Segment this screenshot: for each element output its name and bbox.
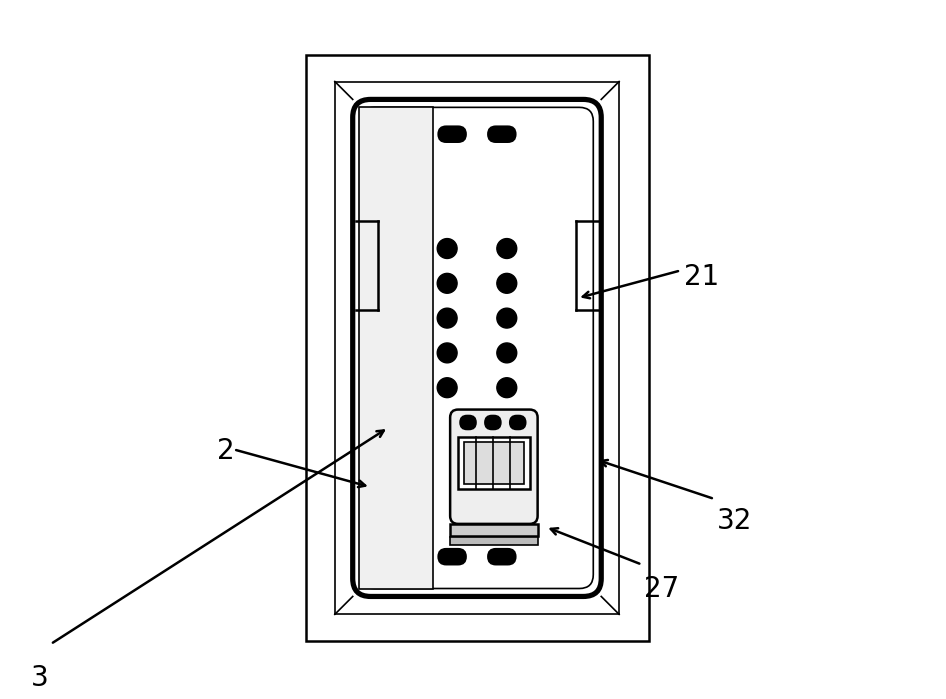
Circle shape bbox=[437, 308, 457, 328]
FancyBboxPatch shape bbox=[450, 410, 537, 524]
Circle shape bbox=[497, 308, 517, 328]
Circle shape bbox=[437, 238, 457, 259]
Bar bbox=[306, 55, 649, 641]
Text: 21: 21 bbox=[684, 264, 719, 291]
Text: 32: 32 bbox=[716, 507, 752, 535]
Circle shape bbox=[497, 273, 517, 294]
Bar bbox=[359, 108, 433, 589]
Circle shape bbox=[497, 238, 517, 259]
Circle shape bbox=[497, 377, 517, 398]
FancyBboxPatch shape bbox=[353, 99, 602, 596]
FancyBboxPatch shape bbox=[460, 415, 476, 429]
Circle shape bbox=[437, 377, 457, 398]
FancyBboxPatch shape bbox=[360, 108, 593, 589]
Text: 2: 2 bbox=[217, 438, 235, 466]
Bar bbox=[450, 524, 537, 536]
FancyBboxPatch shape bbox=[485, 415, 500, 429]
FancyBboxPatch shape bbox=[438, 549, 466, 565]
FancyBboxPatch shape bbox=[488, 549, 516, 565]
Bar bbox=[458, 438, 530, 489]
FancyBboxPatch shape bbox=[510, 415, 526, 429]
FancyBboxPatch shape bbox=[438, 127, 466, 142]
Bar bbox=[450, 537, 537, 545]
Circle shape bbox=[497, 343, 517, 363]
Text: 3: 3 bbox=[30, 664, 48, 692]
Circle shape bbox=[437, 273, 457, 294]
FancyBboxPatch shape bbox=[488, 127, 516, 142]
Circle shape bbox=[437, 343, 457, 363]
Text: 27: 27 bbox=[644, 575, 679, 603]
Bar bbox=[464, 442, 524, 484]
